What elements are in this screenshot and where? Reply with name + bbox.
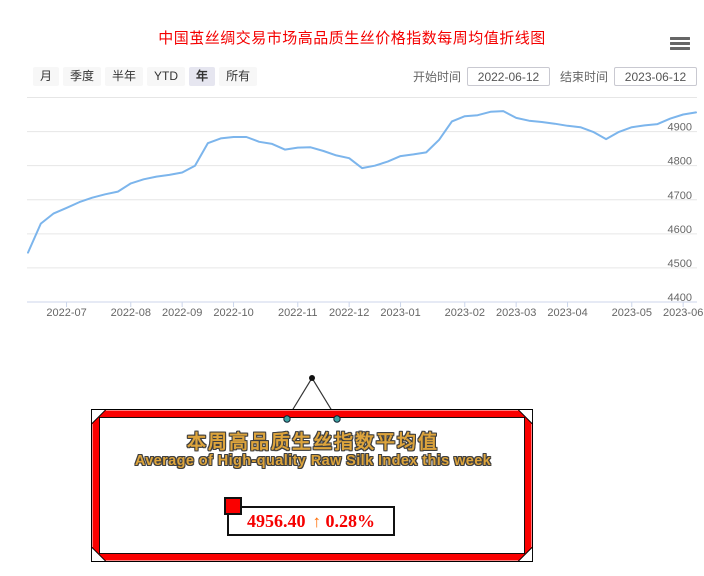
range-selector: 月 季度 半年 YTD 年 所有 xyxy=(33,67,258,86)
change-percent: 0.28% xyxy=(325,510,376,531)
x-axis-label: 2023-04 xyxy=(547,307,587,319)
y-axis-label: 4700 xyxy=(668,190,692,202)
chart-area[interactable]: 4400 4500 4600 4700 4800 4900 2022-07 2022-08 20… xyxy=(0,0,704,340)
corner-notch-top-right xyxy=(516,409,533,426)
range-button-ytd[interactable]: YTD xyxy=(147,67,186,86)
x-axis-label: 2023-06 xyxy=(663,307,703,319)
range-button-year[interactable]: 年 xyxy=(189,67,216,86)
y-axis-label: 4400 xyxy=(668,292,692,304)
start-time-input[interactable] xyxy=(466,67,550,86)
menu-bar xyxy=(670,47,690,50)
sign-title-chinese: 本周高品质生丝指数平均值 xyxy=(186,432,439,453)
y-axis-label: 4600 xyxy=(668,224,692,236)
x-axis-label: 2023-02 xyxy=(445,307,485,319)
sign-title-english: Average of High-quality Raw Silk Index t… xyxy=(134,453,492,469)
x-axis-label: 2022-07 xyxy=(46,307,86,319)
range-button-month[interactable]: 月 xyxy=(33,67,60,86)
x-axis-label: 2023-01 xyxy=(380,307,420,319)
change-group: ↑ 0.28% xyxy=(313,511,376,532)
y-axis-label: 4500 xyxy=(668,258,692,270)
corner-notch-bottom-right xyxy=(516,545,533,562)
x-axis-label: 2022-08 xyxy=(111,307,151,319)
x-axis-label: 2022-12 xyxy=(329,307,369,319)
index-value: 4956.40 xyxy=(247,510,306,531)
sign-outer-border xyxy=(91,409,533,562)
hook-ring-right xyxy=(333,415,341,423)
weekly-value-box: 4956.40 ↑ 0.28% xyxy=(227,506,395,536)
hanging-pin-dot xyxy=(309,375,315,381)
range-button-half-year[interactable]: 半年 xyxy=(105,67,144,86)
y-axis-label: 4900 xyxy=(668,122,692,134)
x-axis-label: 2023-05 xyxy=(612,307,652,319)
weekly-average-sign: 本周高品质生丝指数平均值 Average of High-quality Raw… xyxy=(88,370,538,570)
y-axis-label: 4800 xyxy=(668,156,692,168)
end-time-label: 结束时间 xyxy=(559,70,608,84)
page-title: 中国茧丝绸交易市场高品质生丝价格指数每周均值折线图 xyxy=(158,30,546,47)
price-line-chart[interactable]: 4400 4500 4600 4700 4800 4900 2022-07 2022-08 20… xyxy=(0,0,704,340)
sign-inner-border xyxy=(99,417,525,554)
corner-notch-bottom-left xyxy=(91,545,108,562)
x-axis-label: 2022-11 xyxy=(278,307,318,319)
x-axis-label: 2023-03 xyxy=(496,307,536,319)
hamburger-menu-icon[interactable] xyxy=(670,37,690,50)
up-arrow-icon: ↑ xyxy=(312,511,322,531)
hook-ring-left xyxy=(283,415,291,423)
menu-bar xyxy=(670,37,690,40)
corner-notch-top-left xyxy=(91,409,108,426)
price-line-series xyxy=(27,110,697,254)
sign-frame-graphic xyxy=(91,375,533,562)
start-time-label: 开始时间 xyxy=(412,70,461,84)
red-legend-square xyxy=(224,497,242,515)
menu-bar xyxy=(670,42,690,45)
end-time-input[interactable] xyxy=(614,67,697,86)
range-button-all[interactable]: 所有 xyxy=(219,67,258,86)
range-button-quarter[interactable]: 季度 xyxy=(63,67,102,86)
x-axis-label: 2022-10 xyxy=(213,307,253,319)
date-range-controls: 开始时间 结束时间 xyxy=(413,67,697,86)
x-axis-label: 2022-09 xyxy=(162,307,202,319)
